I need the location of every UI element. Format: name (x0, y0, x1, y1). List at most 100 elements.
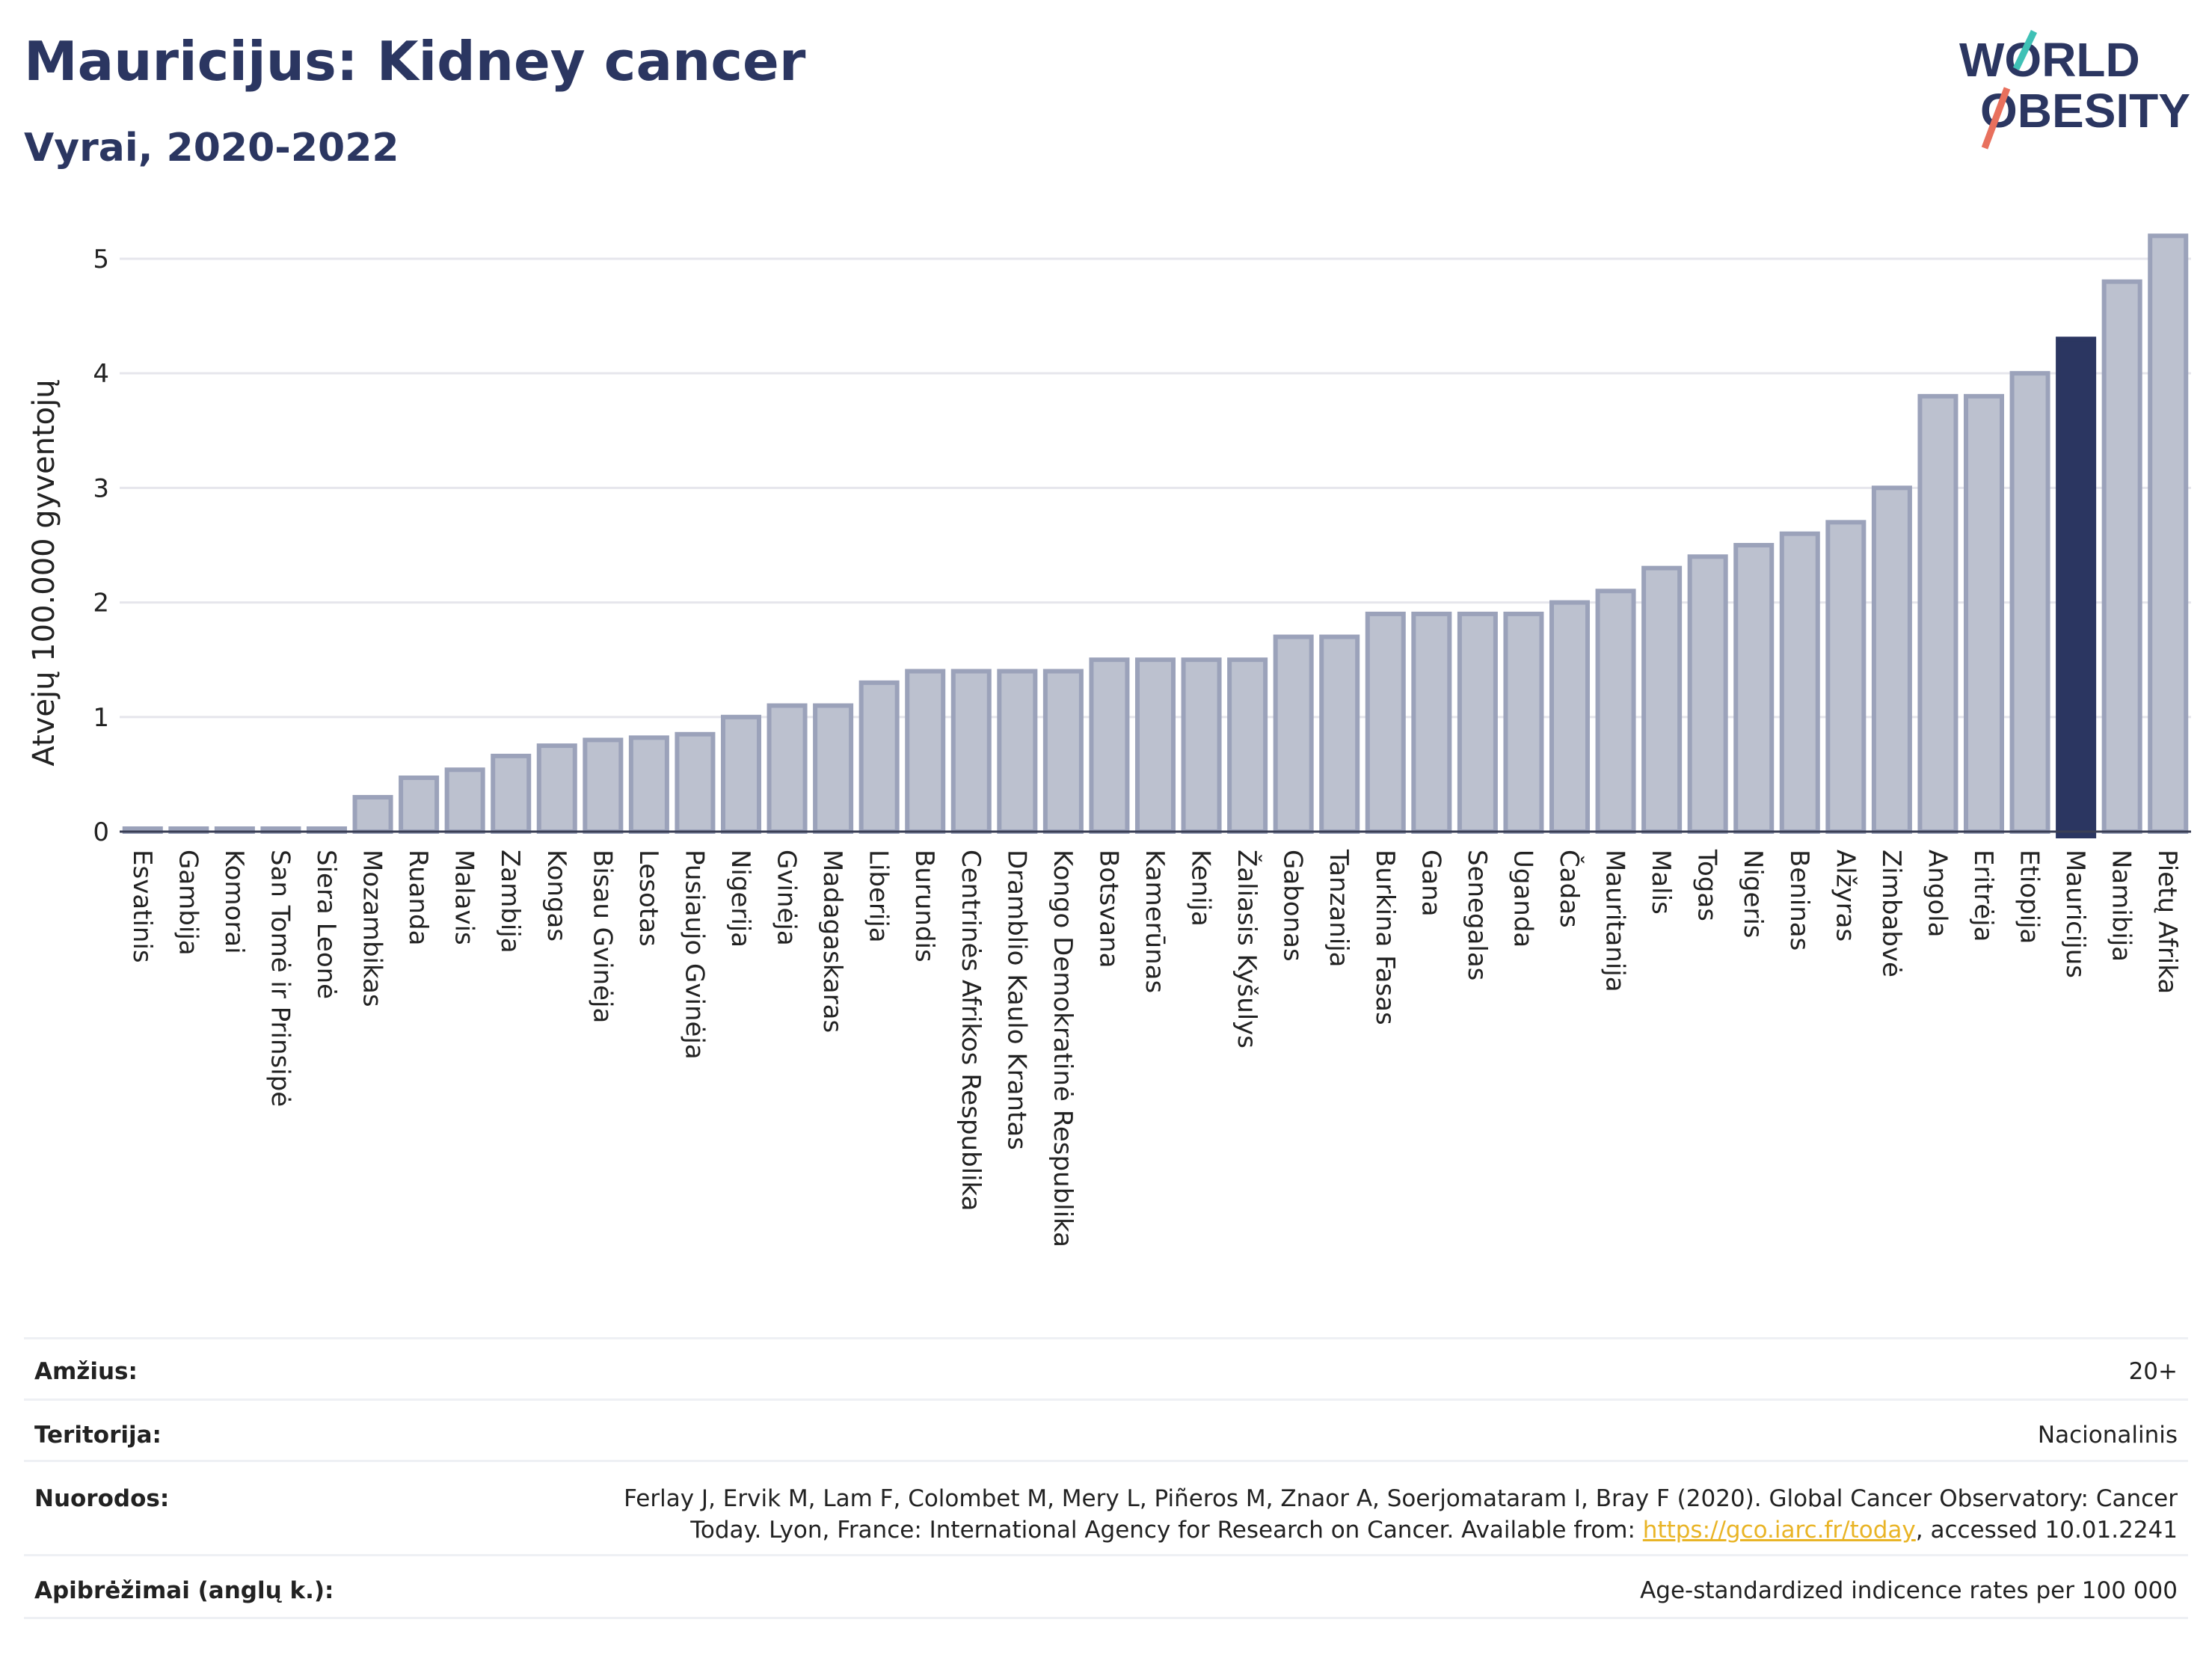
bar (905, 669, 946, 835)
bar (2101, 279, 2142, 834)
bar (628, 735, 669, 834)
y-axis-label: Atvejų 100.000 gyventojų (27, 379, 61, 766)
references-line2-post: , accessed 10.01.2241 (1915, 1517, 2178, 1544)
bar (536, 743, 577, 835)
x-tick-label: Centrinės Afrikos Respublika (956, 850, 986, 1211)
bar (1411, 611, 1452, 834)
x-tick-label: Esvatinis (127, 850, 157, 963)
x-tick-label: Kongo Demokratinė Respublika (1048, 850, 1078, 1247)
x-tick-label: Ruanda (403, 850, 433, 945)
bar (399, 775, 440, 834)
bar (1503, 611, 1544, 834)
bar (1549, 600, 1591, 834)
bar (1089, 657, 1130, 834)
references-line1: Ferlay J, Ervik M, Lam F, Colombet M, Me… (624, 1485, 2178, 1512)
bar (444, 767, 485, 835)
x-tick-label: Gana (1416, 850, 1446, 917)
x-tick-label: Zimbabvė (1876, 850, 1906, 977)
x-tick-label: Alžyras (1830, 850, 1860, 942)
x-tick-label: Gambija (173, 850, 203, 956)
x-tick-label: Mauritanija (1600, 850, 1630, 992)
references-line2-pre: Today. Lyon, France: International Agenc… (690, 1517, 1643, 1544)
x-tick-label: Malis (1646, 850, 1676, 915)
bar (1687, 554, 1728, 834)
x-tick-label: Siera Leonė (311, 850, 341, 999)
bar (1227, 657, 1268, 834)
bar (1273, 634, 1314, 834)
bar (1963, 393, 2005, 834)
y-tick-label: 5 (93, 245, 109, 274)
x-tick-label: Žaliasis Kyšulys (1232, 850, 1262, 1048)
bar-chart: 0 1 2 3 4 5 Atvejų 100.000 gyventojų Esvatinis G… (27, 233, 2191, 1247)
x-tick-label: Kamerūnas (1140, 850, 1170, 993)
x-tick-label: Čadas (1554, 850, 1585, 928)
x-tick-label: Tanzanija (1324, 849, 1354, 967)
x-tick-label: Mozambikas (357, 850, 387, 1007)
territory-label: Teritorija: (24, 1398, 345, 1461)
chart-title: Mauricijus: Kidney cancer (24, 30, 806, 93)
x-tick-label: Nigerija (725, 850, 755, 948)
logo-slash-coral (1981, 87, 2011, 150)
bar (950, 669, 992, 835)
x-tick-label: Malavis (449, 850, 479, 945)
x-tick-label: Liberija (864, 850, 894, 943)
x-tick-label: Uganda (1508, 850, 1537, 948)
logo-line1: WORLD (1959, 33, 2140, 87)
x-tick-label: Burundis (909, 850, 939, 962)
bar (1779, 531, 1820, 835)
bar (1825, 520, 1867, 834)
x-tick-label: Zambija (495, 850, 525, 954)
age-value: 20+ (344, 1337, 2188, 1400)
x-tick-label: Gvinėja (772, 850, 802, 946)
world-obesity-logo: WORLD OBESITY (1959, 30, 2190, 150)
chart-subtitle: Vyrai, 2020-2022 (24, 126, 399, 171)
references-value: Ferlay J, Ervik M, Lam F, Colombet M, Me… (344, 1460, 2188, 1556)
x-tick-label: Kenija (1186, 850, 1216, 927)
bar (491, 753, 532, 834)
x-tick-label: Eritrėja (1968, 850, 1998, 942)
bar (1457, 611, 1498, 834)
x-tick-label: Botsvana (1093, 850, 1123, 968)
x-tick-label: San Tomė ir Prinsipė (265, 850, 295, 1107)
x-tick-label: Burkina Fasas (1370, 850, 1400, 1025)
x-tick-label: Namibija (2107, 850, 2136, 962)
x-tick-label: Pietų Afrika (2152, 850, 2182, 994)
metadata-table: Amžius: 20+ Teritorija: Nacionalinis Nuo… (24, 1337, 2188, 1619)
bar (1319, 634, 1360, 834)
y-tick-label: 3 (93, 473, 109, 503)
x-tick-label: Angola (1922, 850, 1952, 937)
bar (2009, 371, 2050, 834)
age-label: Amžius: (24, 1337, 345, 1400)
bar (2148, 233, 2189, 834)
bar (1917, 393, 1958, 834)
bar (720, 714, 762, 835)
bar (1641, 565, 1683, 834)
territory-value: Nacionalinis (344, 1398, 2188, 1461)
meta-row-references: Nuorodos: Ferlay J, Ervik M, Lam F, Colo… (24, 1460, 2188, 1556)
bar (813, 703, 854, 834)
bar (1365, 611, 1406, 834)
x-tick-label: Mauricijus (2060, 850, 2090, 978)
bar (675, 731, 716, 834)
x-tick-label: Dramblio Kaulo Krantas (1001, 850, 1031, 1150)
bar (997, 669, 1038, 835)
bar (1871, 485, 1912, 835)
bar (2056, 337, 2097, 839)
bar (858, 680, 900, 835)
definitions-value: Age-standardized indicence rates per 100… (344, 1554, 2188, 1619)
meta-row-definitions: Apibrėžimai (anglų k.): Age-standardized… (24, 1554, 2188, 1619)
references-link[interactable]: https://gco.iarc.fr/today (1642, 1517, 1916, 1544)
bar (1595, 589, 1636, 834)
x-tick-label: Togas (1692, 849, 1722, 921)
bar (766, 703, 808, 834)
x-tick-label: Etiopija (2015, 850, 2044, 944)
logo-line2: OBESITY (1980, 84, 2190, 138)
logo-slash-teal (2012, 30, 2038, 70)
x-tick-label: Gabonas (1278, 850, 1308, 962)
x-tick-label: Komorai (219, 850, 249, 954)
bar (1134, 657, 1176, 834)
y-tick-label: 0 (93, 817, 109, 847)
definitions-label: Apibrėžimai (anglų k.): (24, 1554, 345, 1619)
x-tick-label: Bisau Gvinėja (587, 850, 617, 1023)
meta-row-territory: Teritorija: Nacionalinis (24, 1398, 2188, 1461)
